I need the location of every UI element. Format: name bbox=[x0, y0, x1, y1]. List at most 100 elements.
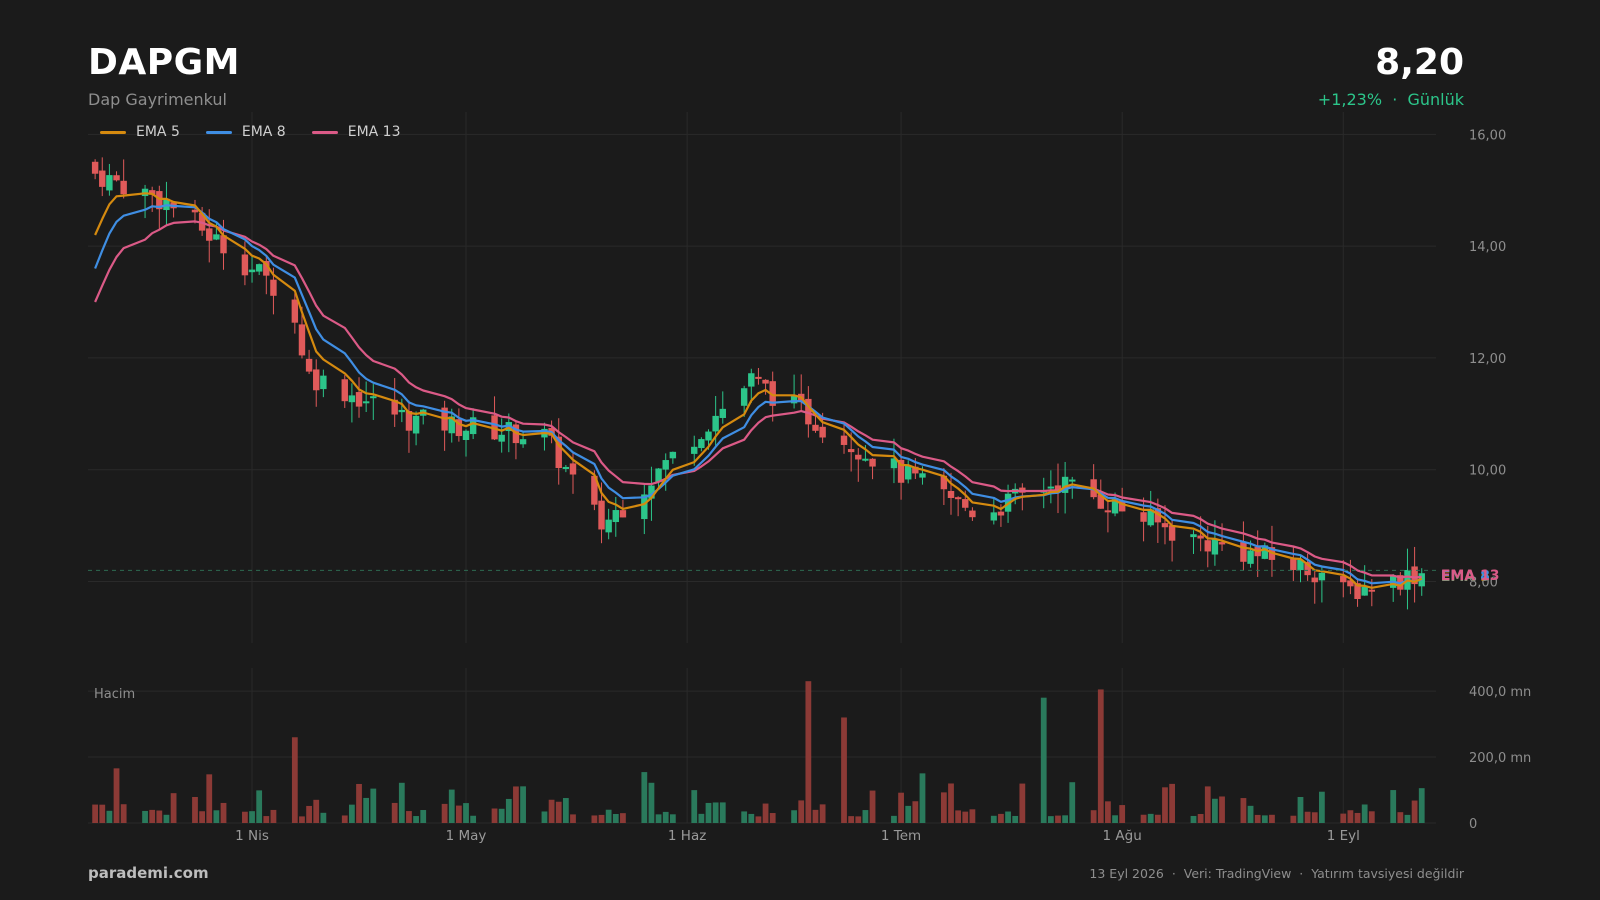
ema-legend: EMA 5 EMA 8 EMA 13 bbox=[100, 124, 401, 140]
volume-bar bbox=[413, 816, 419, 823]
volume-bar bbox=[199, 811, 206, 823]
legend-item-ema8[interactable]: EMA 8 bbox=[205, 124, 286, 140]
price-tick-label: 10,00 bbox=[1469, 464, 1506, 479]
candle-body bbox=[370, 396, 377, 399]
volume-bar bbox=[1390, 790, 1397, 823]
volume-bar bbox=[356, 783, 362, 823]
volume-bar bbox=[513, 786, 519, 823]
volume-bars bbox=[92, 681, 1425, 823]
volume-bar bbox=[562, 798, 569, 823]
volume-bar bbox=[869, 790, 876, 823]
volume-bar bbox=[1019, 783, 1026, 823]
candle-body bbox=[819, 426, 826, 438]
candle-body bbox=[1190, 534, 1197, 538]
candle-body bbox=[106, 175, 113, 191]
volume-bar bbox=[862, 810, 869, 823]
legend-item-ema5[interactable]: EMA 5 bbox=[100, 124, 180, 140]
volume-bar bbox=[741, 811, 748, 823]
candle-body bbox=[248, 269, 256, 273]
candle-body bbox=[755, 376, 762, 379]
volume-bar bbox=[1062, 815, 1069, 823]
brand-name[interactable]: parademi.com bbox=[88, 864, 209, 882]
volume-bar bbox=[313, 799, 320, 823]
volume-bar bbox=[341, 815, 348, 823]
volume-bar bbox=[398, 782, 405, 823]
volume-bar bbox=[220, 802, 227, 823]
candle-body bbox=[405, 411, 413, 431]
volume-bar bbox=[206, 774, 213, 823]
volume-bar bbox=[669, 814, 676, 823]
candle-body bbox=[1347, 580, 1354, 587]
candle-body bbox=[291, 299, 299, 323]
volume-bar bbox=[1204, 786, 1211, 823]
volume-bar bbox=[1261, 815, 1268, 823]
volume-bar bbox=[320, 812, 327, 823]
candle-body bbox=[1368, 589, 1376, 592]
candle-body bbox=[206, 228, 213, 241]
candle-body bbox=[1069, 479, 1076, 482]
volume-bar bbox=[641, 772, 648, 823]
volume-bar bbox=[548, 799, 555, 823]
volume-bar bbox=[1190, 815, 1197, 823]
candle-body bbox=[99, 170, 106, 187]
candle-body bbox=[1061, 476, 1069, 493]
candle-body bbox=[997, 511, 1005, 516]
volume-bar bbox=[170, 793, 177, 823]
change-percent: +1,23% bbox=[1317, 90, 1383, 109]
volume-bar bbox=[969, 809, 976, 823]
volume-bar bbox=[370, 788, 377, 823]
volume-bar bbox=[448, 789, 455, 823]
volume-bar bbox=[1254, 814, 1261, 823]
candle-body bbox=[412, 415, 420, 434]
ticker-symbol: DAPGM bbox=[88, 42, 241, 83]
volume-bar bbox=[420, 810, 427, 823]
volume-bar bbox=[698, 813, 705, 823]
footer-info: 13 Eyl 2026 · Veri: TradingView · Yatırı… bbox=[1089, 866, 1464, 881]
volume-bar bbox=[270, 809, 277, 823]
volume-bar bbox=[455, 805, 462, 823]
volume-bar bbox=[812, 809, 819, 823]
candle-body bbox=[355, 392, 363, 407]
volume-bar bbox=[470, 815, 477, 823]
candle-body bbox=[270, 279, 277, 296]
volume-bar bbox=[1411, 800, 1418, 823]
candle-body bbox=[1111, 499, 1119, 514]
candle-body bbox=[362, 401, 370, 404]
candle-body bbox=[769, 381, 776, 406]
volume-bar bbox=[940, 792, 947, 823]
volume-bar bbox=[505, 798, 512, 823]
ema-end-label: EMA 8 bbox=[1441, 568, 1490, 584]
volume-bar bbox=[798, 800, 805, 823]
candle-body bbox=[698, 439, 705, 449]
candle-body bbox=[855, 454, 862, 460]
volume-bar bbox=[755, 816, 762, 823]
candle-body bbox=[191, 209, 199, 213]
legend-item-ema13[interactable]: EMA 13 bbox=[311, 124, 401, 140]
volume-bar bbox=[1097, 689, 1104, 823]
candle-body bbox=[591, 475, 598, 505]
volume-bar bbox=[120, 804, 127, 823]
price-tick-label: 8,00 bbox=[1469, 576, 1498, 591]
candle-body bbox=[612, 510, 619, 523]
volume-bar bbox=[841, 717, 847, 823]
volume-bar bbox=[605, 809, 612, 823]
volume-bar bbox=[520, 786, 526, 823]
volume-bar bbox=[1005, 811, 1011, 823]
volume-bar bbox=[192, 796, 198, 823]
volume-bar bbox=[591, 815, 598, 823]
volume-bar bbox=[998, 813, 1004, 823]
volume-bar bbox=[1354, 812, 1361, 823]
volume-bar bbox=[363, 797, 370, 823]
candle-body bbox=[298, 324, 306, 356]
volume-bar bbox=[1361, 804, 1368, 823]
footer-separator: · bbox=[1299, 866, 1304, 881]
volume-bar bbox=[891, 815, 897, 823]
candle-body bbox=[1147, 509, 1154, 526]
volume-bar bbox=[1154, 814, 1161, 823]
candle-body bbox=[1318, 572, 1326, 581]
candle-body bbox=[562, 466, 570, 469]
volume-bar bbox=[620, 813, 626, 823]
candle-body bbox=[940, 475, 948, 490]
volume-bar bbox=[719, 802, 726, 823]
candle-body bbox=[391, 399, 398, 415]
